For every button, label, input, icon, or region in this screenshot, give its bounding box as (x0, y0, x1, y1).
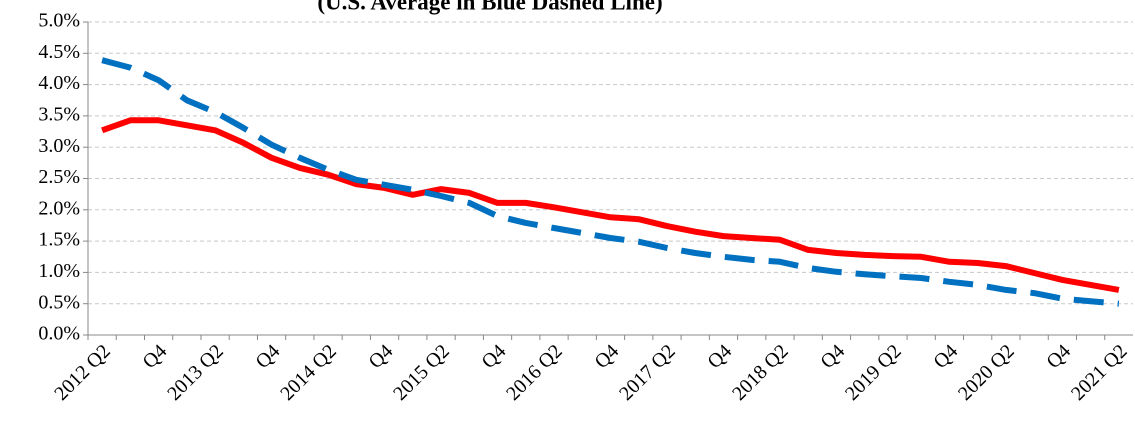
x-tick-label: Q4 (590, 340, 623, 373)
x-tick-label: Q4 (816, 340, 849, 373)
x-tick-label: 2015 Q2 (389, 340, 454, 405)
x-tick-label: 2018 Q2 (728, 340, 793, 405)
x-tick-label: Q4 (929, 340, 962, 373)
y-tick-label: 0.5% (38, 291, 80, 313)
x-tick-label: Q4 (252, 340, 285, 373)
y-tick-label: 0.0% (38, 323, 80, 345)
x-tick-label: 2019 Q2 (841, 340, 906, 405)
chart-title: (U.S. Average in Blue Dashed Line) (317, 0, 662, 14)
x-tick-label: Q4 (477, 340, 510, 373)
x-tick-label: 2017 Q2 (615, 340, 680, 405)
x-tick-label: 2013 Q2 (163, 340, 228, 405)
y-tick-label: 4.5% (38, 41, 80, 63)
x-tick-label: 2021 Q2 (1067, 340, 1132, 405)
y-tick-label: 1.5% (38, 229, 80, 251)
x-tick-label: 2016 Q2 (502, 340, 567, 405)
y-tick-label: 1.0% (38, 260, 80, 282)
y-tick-label: 2.5% (38, 166, 80, 188)
x-tick-label: Q4 (703, 340, 736, 373)
x-tick-label: 2012 Q2 (50, 340, 115, 405)
series-line (101, 57, 1120, 307)
x-tick-label: 2020 Q2 (954, 340, 1019, 405)
y-tick-label: 5.0% (38, 10, 80, 32)
series-line (101, 117, 1120, 293)
x-tick-label: Q4 (139, 340, 172, 373)
y-tick-label: 3.5% (38, 103, 80, 125)
y-tick-label: 2.0% (38, 197, 80, 219)
y-tick-label: 3.0% (38, 135, 80, 157)
y-tick-label: 4.0% (38, 72, 80, 94)
x-tick-label: Q4 (364, 340, 397, 373)
x-tick-label: 2014 Q2 (276, 340, 341, 405)
x-tick-label: Q4 (1042, 340, 1075, 373)
